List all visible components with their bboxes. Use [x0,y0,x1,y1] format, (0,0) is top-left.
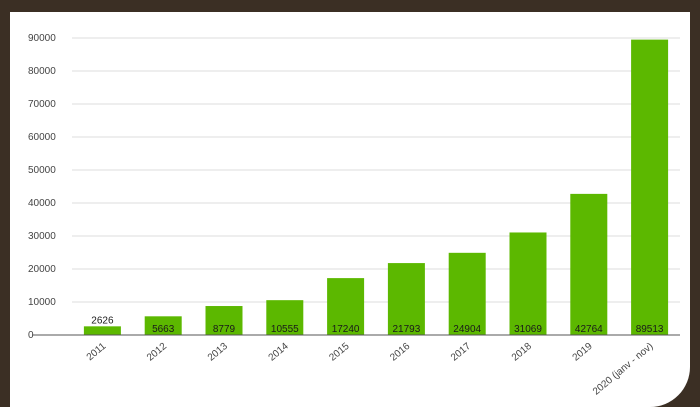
y-tick-label: 90000 [28,33,56,44]
bar-2018 [509,232,547,335]
x-tick-label: 2011 [85,341,109,364]
bar-chart: 0 10000 20000 30000 40000 50000 60000 70000 8000… [28,33,680,398]
y-tick-label: 10000 [28,297,56,308]
y-tick-label: 40000 [28,198,56,209]
bar-2013 [205,306,243,335]
y-tick-label: 0 [28,330,34,341]
y-tick-label: 50000 [28,165,56,176]
bars [83,39,669,335]
data-label: 2626 [91,315,114,326]
x-tick-label: 2018 [510,341,534,364]
bar-2012 [144,316,182,335]
x-tick-label: 2013 [206,341,230,364]
y-tick-label: 80000 [28,66,56,77]
bar-2020 [631,39,669,335]
bar-2015 [327,278,365,335]
x-tick-label: 2020 (janv - nov) [591,341,656,398]
y-tick-label: 60000 [28,132,56,143]
bar-2011 [83,326,121,335]
x-tick-label: 2019 [571,341,595,364]
data-labels: 2626 5663 8779 10555 17240 21793 24904 31069 427… [91,315,664,335]
y-axis-ticks: 0 10000 20000 30000 40000 50000 60000 70000 8000… [28,33,56,341]
x-tick-label: 2012 [145,341,169,364]
x-tick-label: 2017 [449,341,473,364]
x-tick-label: 2014 [267,341,291,364]
data-label: 24904 [453,324,481,335]
bar-2019 [570,193,608,335]
gridlines [72,37,680,303]
x-tick-label: 2016 [388,341,412,364]
y-tick-label: 70000 [28,99,56,110]
data-label: 10555 [271,324,299,335]
bar-2014 [266,300,304,335]
x-axis-ticks: 2011 2012 2013 2014 2015 2016 2017 2018 20192020… [85,341,656,398]
data-label: 31069 [514,324,542,335]
data-label: 42764 [575,324,603,335]
data-label: 17240 [332,324,360,335]
y-tick-label: 20000 [28,264,56,275]
chart-panel: 0 10000 20000 30000 40000 50000 60000 70000 8000… [10,12,690,407]
y-tick-label: 30000 [28,231,56,242]
bar-2017 [448,252,486,335]
bar-2016 [387,263,425,335]
data-label: 8779 [213,324,236,335]
x-tick-label: 2015 [327,341,351,364]
data-label: 89513 [636,324,664,335]
data-label: 5663 [152,324,175,335]
data-label: 21793 [392,324,420,335]
